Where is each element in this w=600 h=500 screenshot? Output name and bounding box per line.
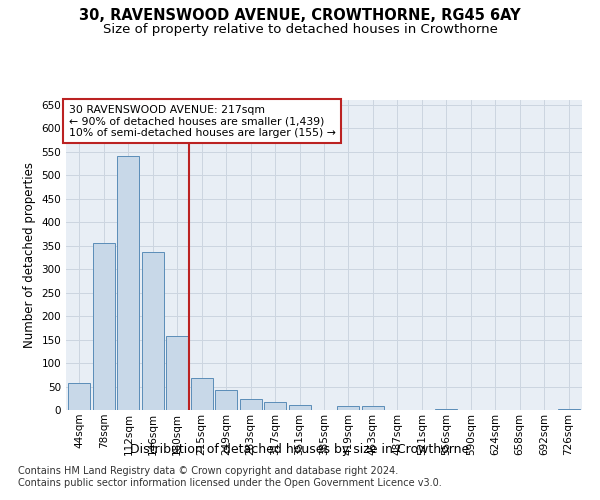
Bar [215,390,237,410]
Bar [557,408,580,410]
Bar [191,378,213,410]
Bar [93,244,115,410]
Text: Contains public sector information licensed under the Open Government Licence v3: Contains public sector information licen… [18,478,442,488]
Text: Contains HM Land Registry data © Crown copyright and database right 2024.: Contains HM Land Registry data © Crown c… [18,466,398,476]
Bar [142,252,164,410]
Bar [239,399,262,410]
Text: 30 RAVENSWOOD AVENUE: 217sqm
← 90% of detached houses are smaller (1,439)
10% of: 30 RAVENSWOOD AVENUE: 217sqm ← 90% of de… [68,104,335,138]
Bar [264,402,286,410]
Bar [435,408,457,410]
Text: Size of property relative to detached houses in Crowthorne: Size of property relative to detached ho… [103,22,497,36]
Text: Distribution of detached houses by size in Crowthorne: Distribution of detached houses by size … [130,442,470,456]
Bar [166,336,188,410]
Bar [337,406,359,410]
Bar [362,406,384,410]
Bar [68,383,91,410]
Bar [118,156,139,410]
Y-axis label: Number of detached properties: Number of detached properties [23,162,36,348]
Bar [289,406,311,410]
Text: 30, RAVENSWOOD AVENUE, CROWTHORNE, RG45 6AY: 30, RAVENSWOOD AVENUE, CROWTHORNE, RG45 … [79,8,521,22]
